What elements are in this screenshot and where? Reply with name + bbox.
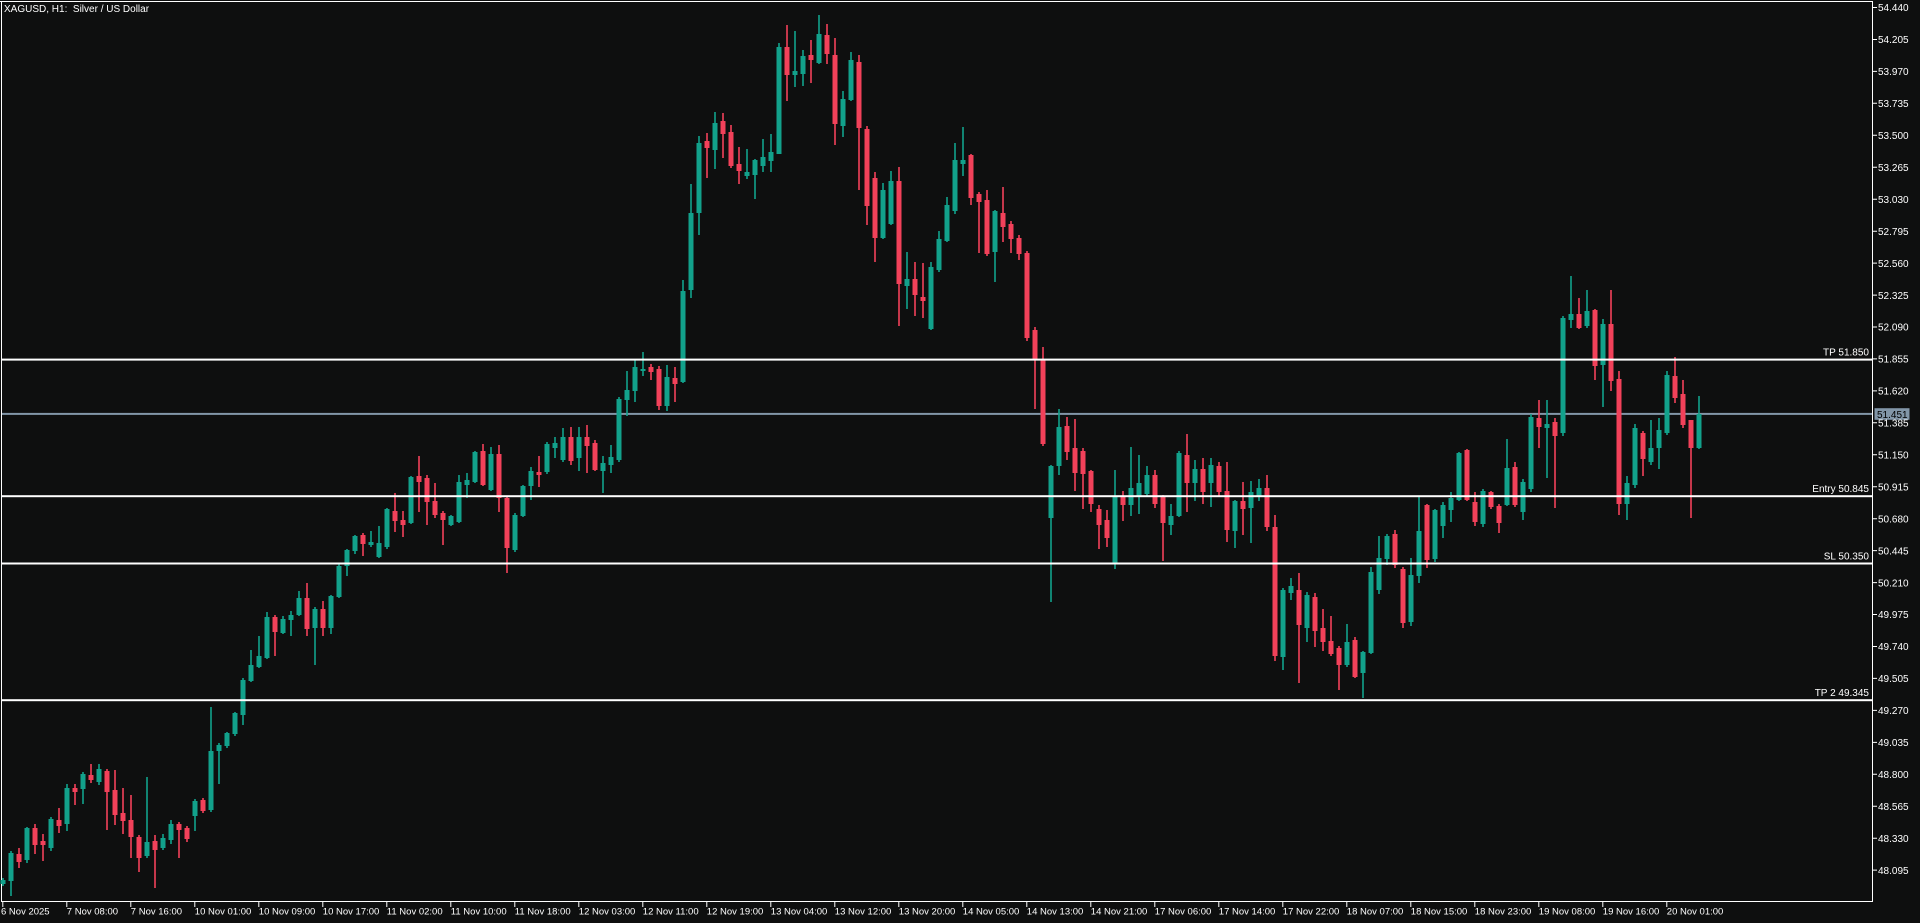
svg-text:48.565: 48.565	[1878, 802, 1909, 813]
svg-text:51.451: 51.451	[1877, 410, 1908, 421]
svg-text:50.915: 50.915	[1878, 482, 1909, 493]
svg-text:11 Nov 18:00: 11 Nov 18:00	[515, 907, 571, 918]
svg-text:49.975: 49.975	[1878, 610, 1909, 621]
svg-text:10 Nov 09:00: 10 Nov 09:00	[259, 907, 316, 918]
svg-text:7 Nov 08:00: 7 Nov 08:00	[67, 907, 118, 918]
svg-text:13 Nov 12:00: 13 Nov 12:00	[835, 907, 892, 918]
svg-text:14 Nov 05:00: 14 Nov 05:00	[963, 907, 1020, 918]
svg-text:18 Nov 07:00: 18 Nov 07:00	[1347, 907, 1404, 918]
svg-text:48.330: 48.330	[1878, 834, 1909, 845]
svg-text:13 Nov 20:00: 13 Nov 20:00	[899, 907, 956, 918]
svg-text:TP 2 49.345: TP 2 49.345	[1815, 688, 1870, 699]
svg-text:11 Nov 10:00: 11 Nov 10:00	[451, 907, 507, 918]
svg-text:SL 50.350: SL 50.350	[1824, 552, 1870, 563]
svg-text:50.680: 50.680	[1878, 514, 1909, 525]
svg-text:7 Nov 16:00: 7 Nov 16:00	[131, 907, 182, 918]
svg-text:53.030: 53.030	[1878, 195, 1909, 206]
svg-text:18 Nov 23:00: 18 Nov 23:00	[1475, 907, 1532, 918]
svg-text:49.740: 49.740	[1878, 642, 1909, 653]
svg-text:TP 51.850: TP 51.850	[1823, 348, 1869, 359]
svg-text:51.620: 51.620	[1878, 387, 1909, 398]
svg-text:11 Nov 02:00: 11 Nov 02:00	[387, 907, 443, 918]
svg-text:14 Nov 21:00: 14 Nov 21:00	[1091, 907, 1148, 918]
svg-text:17 Nov 06:00: 17 Nov 06:00	[1155, 907, 1212, 918]
svg-text:51.150: 51.150	[1878, 451, 1909, 462]
svg-text:19 Nov 16:00: 19 Nov 16:00	[1603, 907, 1660, 918]
svg-text:Entry 50.845: Entry 50.845	[1812, 484, 1869, 495]
svg-text:12 Nov 11:00: 12 Nov 11:00	[643, 907, 699, 918]
svg-text:51.385: 51.385	[1878, 419, 1909, 430]
svg-text:53.970: 53.970	[1878, 67, 1909, 78]
svg-text:10 Nov 01:00: 10 Nov 01:00	[195, 907, 252, 918]
svg-text:53.265: 53.265	[1878, 163, 1909, 174]
svg-text:12 Nov 03:00: 12 Nov 03:00	[579, 907, 636, 918]
svg-text:48.800: 48.800	[1878, 770, 1909, 781]
svg-text:50.210: 50.210	[1878, 578, 1909, 589]
svg-text:12 Nov 19:00: 12 Nov 19:00	[707, 907, 764, 918]
svg-text:18 Nov 15:00: 18 Nov 15:00	[1411, 907, 1468, 918]
svg-text:XAGUSD, H1: Silver / US Dolla: XAGUSD, H1: Silver / US Dollar	[4, 4, 150, 15]
svg-text:52.560: 52.560	[1878, 259, 1909, 270]
svg-text:49.270: 49.270	[1878, 706, 1909, 717]
svg-text:13 Nov 04:00: 13 Nov 04:00	[771, 907, 828, 918]
svg-text:17 Nov 14:00: 17 Nov 14:00	[1219, 907, 1276, 918]
svg-text:19 Nov 08:00: 19 Nov 08:00	[1539, 907, 1596, 918]
svg-text:17 Nov 22:00: 17 Nov 22:00	[1283, 907, 1340, 918]
svg-text:54.205: 54.205	[1878, 35, 1909, 46]
svg-text:10 Nov 17:00: 10 Nov 17:00	[323, 907, 380, 918]
svg-text:53.500: 53.500	[1878, 131, 1909, 142]
svg-text:48.095: 48.095	[1878, 866, 1909, 877]
svg-text:52.795: 52.795	[1878, 227, 1909, 238]
svg-text:50.445: 50.445	[1878, 546, 1909, 557]
svg-text:14 Nov 13:00: 14 Nov 13:00	[1027, 907, 1084, 918]
svg-text:20 Nov 01:00: 20 Nov 01:00	[1667, 907, 1724, 918]
svg-text:6 Nov 2025: 6 Nov 2025	[1, 907, 50, 918]
svg-text:52.325: 52.325	[1878, 291, 1909, 302]
svg-text:52.090: 52.090	[1878, 323, 1909, 334]
svg-text:49.035: 49.035	[1878, 738, 1909, 749]
svg-text:53.735: 53.735	[1878, 99, 1909, 110]
svg-text:49.505: 49.505	[1878, 674, 1909, 685]
svg-text:51.855: 51.855	[1878, 355, 1909, 366]
svg-text:54.440: 54.440	[1878, 3, 1909, 14]
